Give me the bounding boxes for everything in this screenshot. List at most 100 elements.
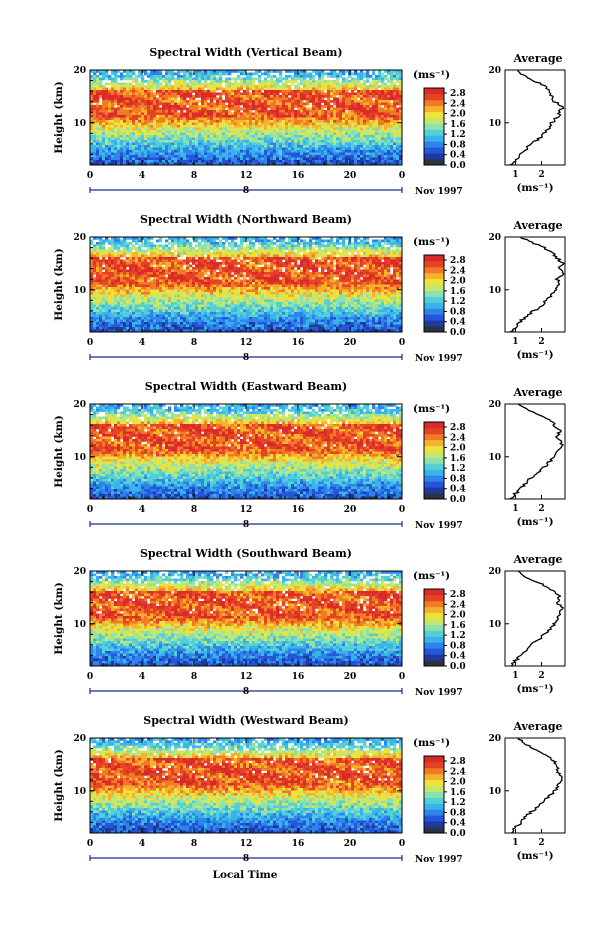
- heatmap-cell: [276, 264, 280, 268]
- heatmap-cell: [399, 147, 403, 151]
- heatmap-cell: [297, 254, 301, 258]
- heatmap-cell: [249, 122, 253, 126]
- heatmap-cell: [384, 92, 388, 96]
- heatmap-cell: [276, 105, 280, 108]
- heatmap-cell: [138, 105, 142, 108]
- heatmap-cell: [252, 122, 256, 126]
- heatmap-cell: [240, 237, 244, 240]
- heatmap-cell: [324, 249, 328, 253]
- heatmap-cell: [339, 122, 343, 126]
- heatmap-cell: [144, 249, 148, 253]
- heatmap-cell: [210, 102, 214, 106]
- heatmap-cell: [204, 244, 208, 248]
- heatmap-cell: [366, 135, 370, 138]
- heatmap-cell: [387, 100, 391, 103]
- heatmap-cell: [276, 125, 280, 128]
- heatmap-cell: [279, 107, 283, 111]
- heatmap-cell: [357, 102, 361, 106]
- heatmap-cell: [396, 135, 400, 138]
- heatmap-cell: [111, 122, 115, 126]
- heatmap-cell: [141, 90, 145, 93]
- heatmap-cell: [117, 147, 121, 151]
- heatmap-cell: [141, 140, 145, 143]
- heatmap-cell: [210, 100, 214, 103]
- heatmap-cell: [318, 259, 322, 263]
- heatmap-cell: [390, 252, 394, 255]
- heatmap-cell: [102, 77, 106, 81]
- heatmap-cell: [99, 249, 103, 253]
- heatmap-cell: [261, 72, 265, 76]
- heatmap-cell: [372, 122, 376, 126]
- heatmap-cell: [327, 75, 331, 78]
- heatmap-cell: [135, 247, 139, 250]
- heatmap-cell: [111, 77, 115, 81]
- heatmap-cell: [264, 135, 268, 138]
- heatmap-cell: [156, 115, 160, 118]
- heatmap-cell: [246, 140, 250, 143]
- heatmap-cell: [384, 147, 388, 151]
- heatmap-cell: [315, 155, 319, 158]
- heatmap-cell: [204, 70, 208, 73]
- heatmap-cell: [129, 157, 133, 161]
- heatmap-cell: [369, 102, 373, 106]
- heatmap-cell: [330, 107, 334, 111]
- heatmap-cell: [99, 107, 103, 111]
- heatmap-cell: [261, 80, 265, 83]
- heatmap-cell: [225, 264, 229, 268]
- heatmap-cell: [225, 120, 229, 123]
- heatmap-cell: [99, 160, 103, 163]
- heatmap-cell: [285, 155, 289, 158]
- heatmap-cell: [309, 77, 313, 81]
- heatmap-cell: [93, 135, 97, 138]
- colorbar-tick-label: 0.0: [450, 161, 466, 171]
- heatmap-cell: [114, 239, 118, 243]
- heatmap-cell: [330, 135, 334, 138]
- heatmap-cell: [249, 92, 253, 96]
- heatmap-cell: [204, 140, 208, 143]
- heatmap-cell: [390, 244, 394, 248]
- heatmap-cell: [327, 100, 331, 103]
- heatmap-cell: [207, 95, 211, 98]
- heatmap-cell: [141, 264, 145, 268]
- heatmap-cell: [246, 264, 250, 268]
- heatmap-cell: [378, 100, 382, 103]
- heatmap-cell: [165, 244, 169, 248]
- heatmap-cell: [294, 102, 298, 106]
- heatmap-cell: [321, 100, 325, 103]
- heatmap-cell: [156, 252, 160, 255]
- heatmap-cell: [144, 92, 148, 96]
- heatmap-cell: [399, 122, 403, 126]
- heatmap-cell: [273, 130, 277, 133]
- heatmap-cell: [132, 77, 136, 81]
- heatmap-cell: [117, 115, 121, 118]
- heatmap-cell: [90, 247, 94, 250]
- heatmap-cell: [381, 75, 385, 78]
- heatmap-cell: [324, 122, 328, 126]
- heatmap-cell: [273, 142, 277, 146]
- heatmap-cell: [276, 112, 280, 116]
- heatmap-cell: [108, 105, 112, 108]
- heatmap-cell: [264, 254, 268, 258]
- heatmap-cell: [318, 137, 322, 141]
- heatmap-cell: [291, 247, 295, 250]
- heatmap-cell: [318, 127, 322, 131]
- heatmap-cell: [375, 259, 379, 263]
- heatmap-cell: [144, 150, 148, 153]
- heatmap-cell: [393, 100, 397, 103]
- heatmap-cell: [159, 267, 163, 270]
- heatmap-cell: [354, 97, 358, 101]
- heatmap-cell: [285, 120, 289, 123]
- heatmap-cell: [186, 267, 190, 270]
- heatmap-cell: [273, 70, 277, 73]
- heatmap-cell: [327, 72, 331, 76]
- panel-2: Spectral Width (Northward Beam)Height (k…: [53, 213, 566, 364]
- heatmap-cell: [219, 242, 223, 245]
- heatmap-cell: [282, 145, 286, 148]
- heatmap-cell: [105, 142, 109, 146]
- heatmap-cell: [120, 254, 124, 258]
- heatmap-cell: [390, 77, 394, 81]
- heatmap-cell: [204, 145, 208, 148]
- heatmap-cell: [147, 157, 151, 161]
- heatmap-cell: [318, 237, 322, 240]
- heatmap-cell: [321, 115, 325, 118]
